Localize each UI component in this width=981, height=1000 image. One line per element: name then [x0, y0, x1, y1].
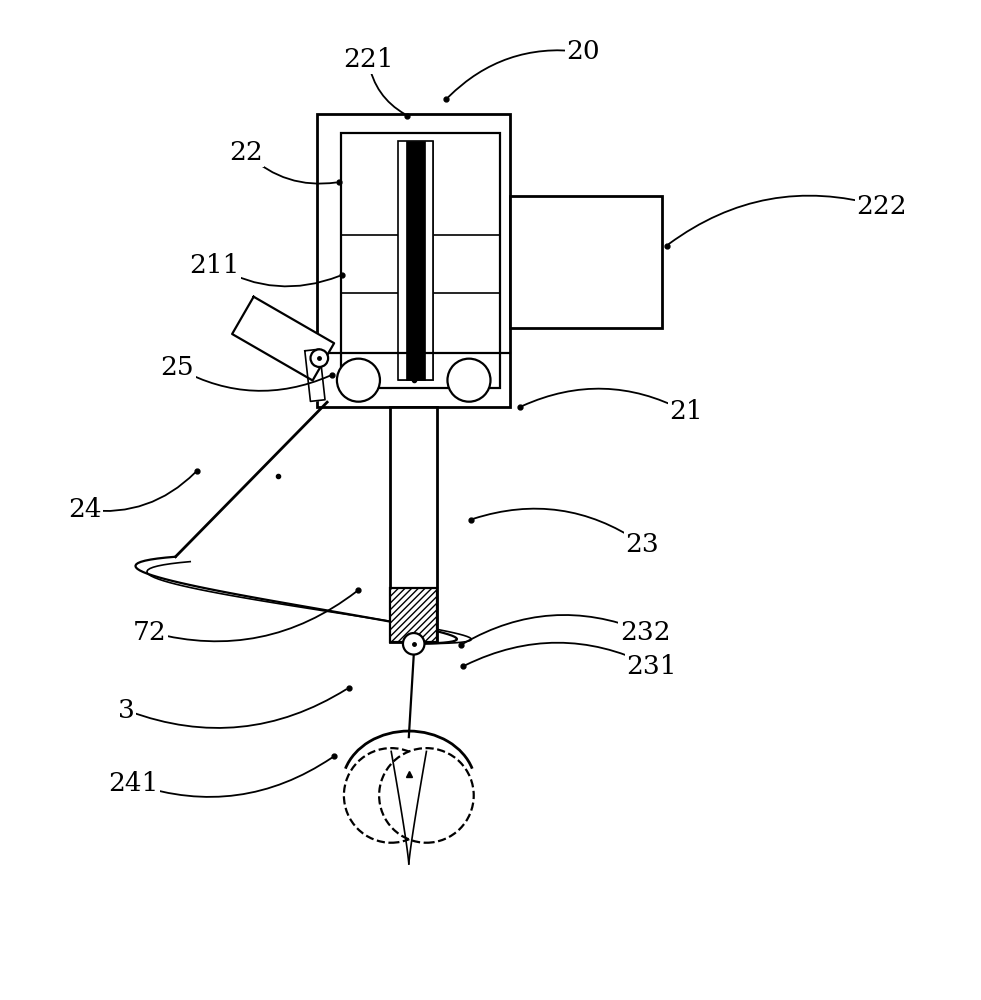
Text: 21: 21 — [669, 399, 703, 424]
Text: 211: 211 — [189, 253, 239, 278]
Polygon shape — [232, 297, 335, 380]
Circle shape — [403, 633, 425, 655]
Text: 3: 3 — [118, 698, 135, 723]
Bar — [398, 141, 434, 380]
Text: 241: 241 — [108, 771, 159, 796]
Polygon shape — [305, 349, 325, 401]
Bar — [340, 133, 500, 388]
Text: 24: 24 — [68, 497, 101, 522]
Text: 231: 231 — [627, 654, 677, 679]
Text: 232: 232 — [620, 620, 670, 645]
Text: 72: 72 — [133, 620, 167, 645]
Bar — [390, 588, 438, 642]
Bar — [406, 141, 426, 380]
Circle shape — [379, 748, 474, 843]
Bar — [390, 407, 438, 642]
Text: 20: 20 — [567, 39, 600, 64]
Text: 221: 221 — [343, 47, 393, 72]
Text: 22: 22 — [230, 140, 263, 165]
Bar — [398, 141, 434, 380]
Bar — [318, 114, 510, 407]
Circle shape — [344, 748, 439, 843]
Text: 222: 222 — [856, 194, 907, 219]
Text: 23: 23 — [625, 532, 659, 557]
Circle shape — [447, 359, 490, 402]
Circle shape — [336, 359, 380, 402]
Bar — [510, 196, 662, 328]
Circle shape — [311, 349, 328, 367]
Text: 25: 25 — [161, 355, 194, 380]
